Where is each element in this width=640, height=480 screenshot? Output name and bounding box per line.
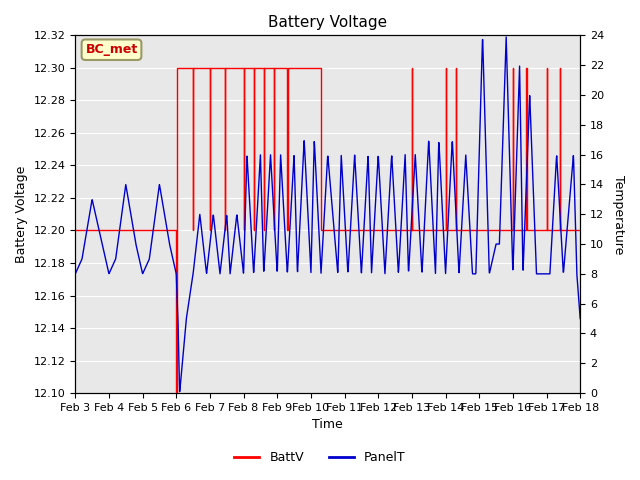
Legend: BattV, PanelT: BattV, PanelT: [229, 446, 411, 469]
Y-axis label: Battery Voltage: Battery Voltage: [15, 166, 28, 263]
Y-axis label: Temperature: Temperature: [612, 175, 625, 254]
Title: Battery Voltage: Battery Voltage: [268, 15, 387, 30]
Text: BC_met: BC_met: [85, 43, 138, 56]
X-axis label: Time: Time: [312, 419, 343, 432]
